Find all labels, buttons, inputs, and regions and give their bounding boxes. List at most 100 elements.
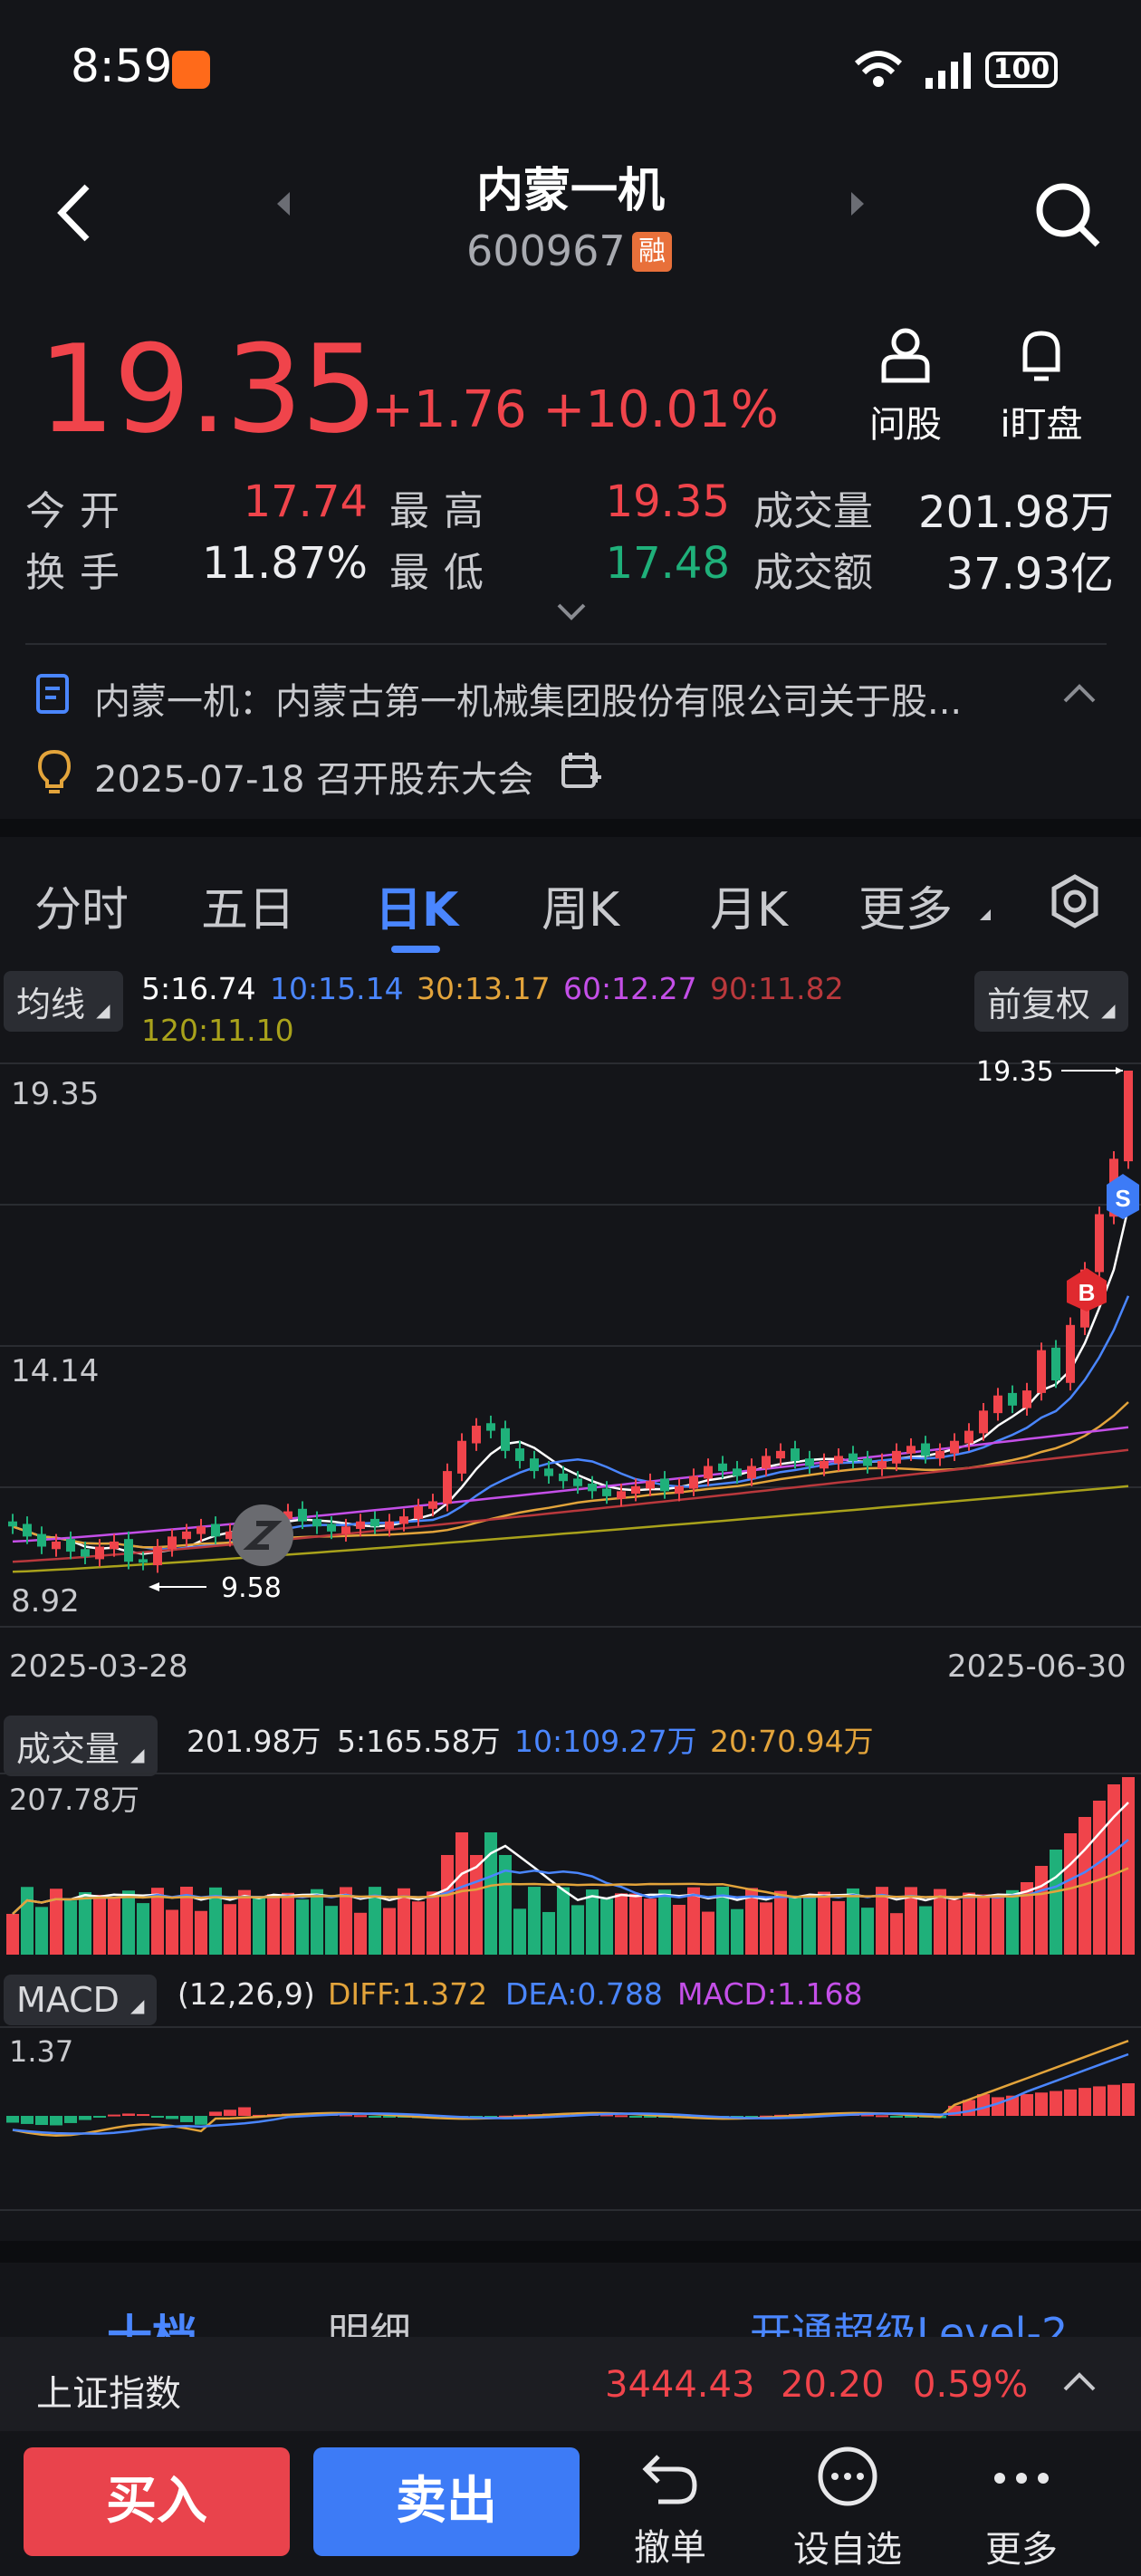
volume-bar: [224, 1904, 236, 1955]
watch-button[interactable]: i盯盘: [987, 326, 1096, 447]
volume-bar: [803, 1895, 816, 1955]
volume-bar: [180, 1887, 193, 1955]
low-value: 17.48: [605, 538, 730, 589]
macd-params: (12,26,9): [177, 1976, 315, 2012]
ask-stock-button[interactable]: 问股: [851, 326, 960, 447]
adjust-selector[interactable]: 前复权 ◢: [974, 971, 1128, 1032]
tab-intraday[interactable]: 分时: [34, 883, 129, 937]
calendar-add-icon[interactable]: [560, 750, 601, 792]
back-icon[interactable]: [54, 181, 94, 245]
tab-daily-k[interactable]: 日K: [375, 883, 459, 937]
index-value: 3444.43: [605, 2364, 755, 2406]
more-button[interactable]: 更多: [967, 2446, 1076, 2572]
volume-bar: [702, 1911, 714, 1955]
tab-monthly-k[interactable]: 月K: [710, 883, 789, 937]
tab-level[interactable]: 十档: [107, 2311, 197, 2337]
macd-bar: [122, 2113, 135, 2116]
bell-icon: [1022, 331, 1060, 381]
ma-line: [12, 1485, 1129, 1573]
tab-detail[interactable]: 明细: [328, 2309, 411, 2337]
volume-bar: [209, 1887, 222, 1955]
candle-body: [37, 1533, 46, 1547]
candle-body: [66, 1539, 75, 1552]
cancel-order-button[interactable]: 撤单: [616, 2446, 724, 2571]
candle-body: [168, 1536, 177, 1550]
macd-bar: [35, 2116, 48, 2126]
price-change: +1.76 +10.01%: [371, 380, 779, 439]
price-axis-mid: 14.14: [11, 1353, 100, 1389]
volume-bar: [789, 1896, 801, 1955]
chat-dots-icon: [818, 2446, 877, 2506]
candle-body: [675, 1485, 684, 1495]
candle-body: [110, 1541, 119, 1550]
macd-bar: [224, 2110, 236, 2116]
settings-icon[interactable]: [1047, 873, 1103, 929]
index-ticker[interactable]: 上证指数 3444.43 20.20 0.59%: [0, 2337, 1141, 2431]
volume-bar: [716, 1887, 729, 1955]
tab-weekly-k[interactable]: 周K: [542, 883, 620, 937]
collapse-chevron-icon[interactable]: [1061, 681, 1098, 705]
volume-bar: [64, 1900, 77, 1955]
macd-bar: [1035, 2092, 1048, 2116]
kline-chart[interactable]: B S: [0, 1060, 1141, 1630]
tab-more[interactable]: 更多: [858, 883, 954, 937]
volume-bar: [963, 1892, 975, 1955]
volume-bar: [992, 1898, 1004, 1955]
ma-line: [12, 1426, 1129, 1543]
candle-body: [805, 1458, 814, 1466]
ma-selector[interactable]: 均线 ◢: [4, 971, 123, 1032]
macd-selector[interactable]: MACD ◢: [4, 1975, 158, 2025]
candle-body: [1008, 1392, 1017, 1406]
candle-body: [81, 1549, 90, 1557]
volume-bar: [847, 1888, 859, 1955]
macd-bar: [93, 2116, 106, 2118]
macd-bar: [615, 2115, 628, 2118]
prev-stock-icon[interactable]: [275, 190, 293, 217]
candle-body: [182, 1531, 191, 1540]
action-circle-icon[interactable]: [232, 1504, 293, 1566]
macd-line: [12, 2040, 1129, 2137]
add-watchlist-button[interactable]: 设自选: [784, 2446, 911, 2572]
volume-value: 201.98万: [918, 487, 1114, 538]
next-stock-icon[interactable]: [848, 190, 866, 217]
volume-bar: [948, 1899, 961, 1955]
lightbulb-icon: [37, 749, 72, 793]
volume-chart[interactable]: [0, 1770, 1141, 1960]
candle-body: [1037, 1350, 1046, 1393]
volume-bar: [267, 1894, 280, 1955]
sell-button[interactable]: 卖出: [313, 2447, 580, 2556]
candle-body: [762, 1456, 771, 1469]
macd-bar: [1050, 2091, 1062, 2116]
expand-up-icon[interactable]: [1061, 2369, 1098, 2393]
volume-bar: [1035, 1866, 1048, 1955]
candle-body: [385, 1521, 394, 1530]
ma60-value: 60:12.27: [563, 971, 697, 1006]
person-icon: [881, 328, 930, 383]
tab-five-day[interactable]: 五日: [201, 883, 296, 937]
volume-bar: [21, 1887, 34, 1955]
ma-line: [12, 1448, 1129, 1563]
meeting-notice[interactable]: 2025-07-18 召开股东大会: [94, 759, 534, 801]
ma120-value: 120:11.10: [141, 1013, 294, 1048]
announcement-link[interactable]: 内蒙一机：内蒙古第一机械集团股份有限公司关于股...: [94, 681, 963, 723]
search-icon[interactable]: [1032, 179, 1105, 252]
candle-body: [602, 1488, 611, 1496]
battery-icon: 100: [985, 52, 1058, 88]
candle-body: [486, 1423, 495, 1431]
volume-indicator-selector[interactable]: 成交量 ◢: [4, 1716, 158, 1776]
expand-chevron-icon[interactable]: [556, 601, 587, 621]
macd-bar: [108, 2114, 120, 2117]
macd-bar: [79, 2116, 91, 2120]
more-label: 更多: [985, 2529, 1058, 2571]
macd-bar: [890, 2116, 903, 2118]
macd-chart[interactable]: [0, 2025, 1141, 2214]
volume-bar: [441, 1855, 454, 1955]
macd-bar: [1093, 2086, 1106, 2116]
macd-bar: [50, 2116, 62, 2126]
upgrade-level2-link[interactable]: 开通超级Level-2: [750, 2309, 1069, 2337]
volume-bar: [412, 1901, 425, 1955]
macd-bar: [151, 2116, 164, 2118]
volume-bar: [35, 1907, 48, 1955]
candle-body: [892, 1450, 901, 1464]
buy-button[interactable]: 买入: [24, 2447, 290, 2556]
